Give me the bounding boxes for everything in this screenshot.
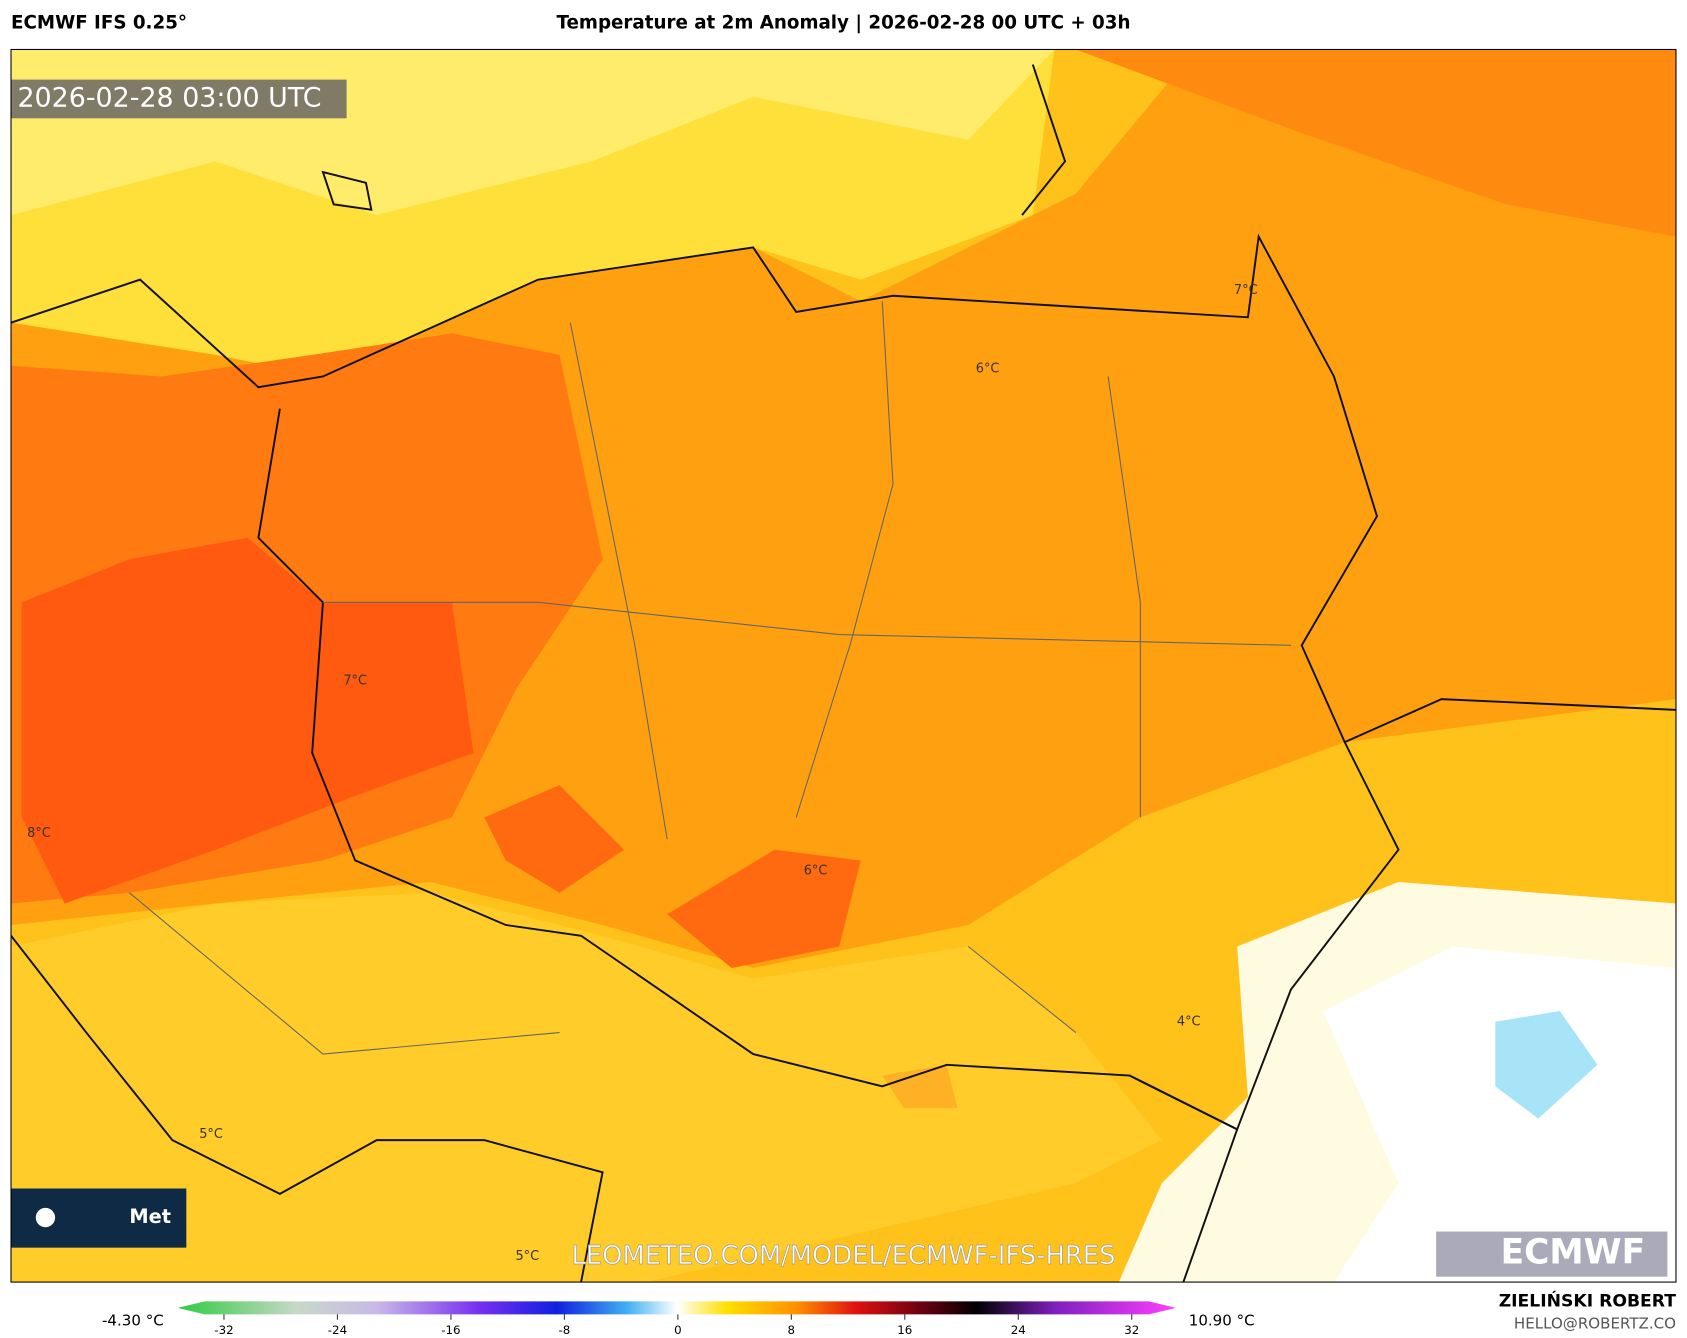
map-label: 6°C bbox=[976, 361, 1000, 376]
timestamp-box bbox=[11, 79, 347, 119]
sun-icon bbox=[35, 1207, 56, 1228]
colorbar-tick-label: -8 bbox=[558, 1323, 570, 1337]
colorbar-tick-label: 8 bbox=[788, 1323, 796, 1337]
colorbar: -4.30 °C 10.90 °C -32 -24 -16 -8 0 8 16 24 32 bbox=[102, 1301, 1255, 1337]
map-label: 6°C bbox=[804, 864, 828, 879]
watermark: LEOMETEO.COM/MODEL/ECMWF-IFS-HRES bbox=[571, 1241, 1115, 1271]
map-label: 5°C bbox=[515, 1249, 539, 1264]
author: ZIELIŃSKI ROBERT bbox=[1499, 1289, 1677, 1311]
map: 2026-02-28 03:00 UTC 7°C 6°C 7°C 8°C 6°C… bbox=[11, 49, 1676, 1283]
warm-field bbox=[1075, 49, 1676, 237]
mid-field bbox=[11, 892, 1162, 1283]
colorbar-min: -4.30 °C bbox=[102, 1311, 164, 1329]
contact: HELLO@ROBERTZ.CO bbox=[1514, 1315, 1676, 1333]
colorbar-tick-label: -16 bbox=[441, 1323, 460, 1337]
logo-left: Met bbox=[129, 1205, 171, 1228]
timestamp: 2026-02-28 03:00 UTC bbox=[17, 82, 321, 113]
ecmwf-box bbox=[1436, 1231, 1668, 1277]
colorbar-ramp bbox=[177, 1301, 1176, 1315]
map-label: 8°C bbox=[27, 826, 51, 841]
colorbar-tick-label: 24 bbox=[1011, 1323, 1026, 1337]
cold-field bbox=[1495, 1011, 1598, 1119]
map-label: 5°C bbox=[199, 1127, 223, 1142]
model-name: ECMWF IFS 0.25° bbox=[11, 13, 187, 34]
colorbar-tick-label: 32 bbox=[1124, 1323, 1139, 1337]
logo-right: ECMWF bbox=[1501, 1233, 1645, 1273]
colorbar-tick-label: -32 bbox=[214, 1323, 233, 1337]
cool-field bbox=[1323, 946, 1676, 1283]
map-label: 4°C bbox=[1177, 1014, 1201, 1029]
colorbar-tick-label: -24 bbox=[328, 1323, 347, 1337]
map-frame bbox=[10, 48, 1677, 1283]
colorbar-max: 10.90 °C bbox=[1189, 1311, 1255, 1329]
colorbar-tick-label: 0 bbox=[674, 1323, 682, 1337]
map-title: Temperature at 2m Anomaly | 2026-02-28 0… bbox=[557, 13, 1131, 34]
hot-field bbox=[484, 785, 958, 1108]
map-label: 7°C bbox=[343, 673, 367, 688]
map-label: 7°C bbox=[1234, 283, 1258, 298]
hot-field bbox=[21, 537, 474, 904]
colorbar-tick-label: 16 bbox=[897, 1323, 912, 1337]
